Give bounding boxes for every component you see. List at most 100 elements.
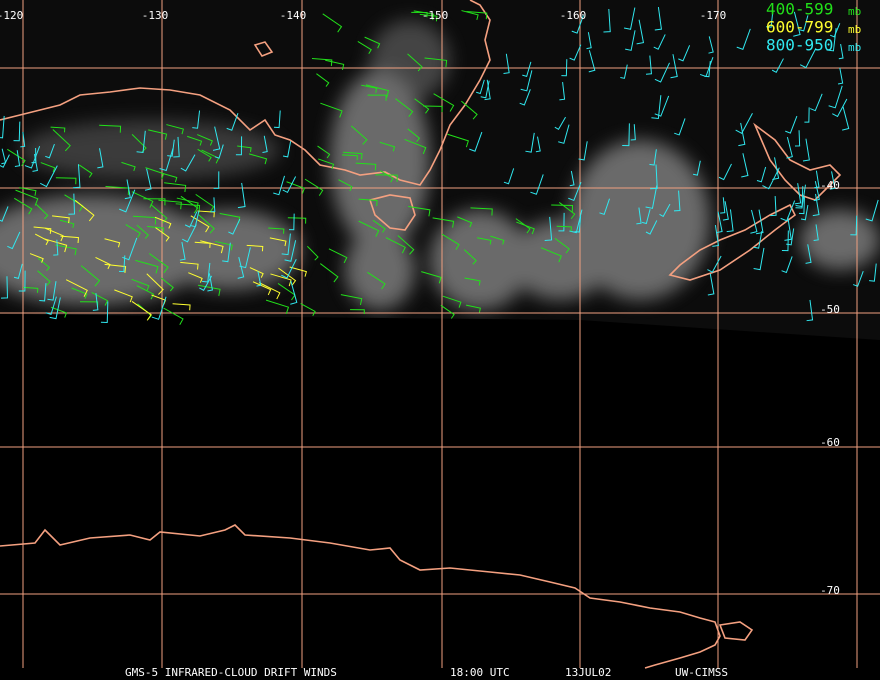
wind-barb (14, 197, 33, 215)
wind-barb (175, 203, 201, 213)
wind-barb (636, 207, 642, 225)
wind-barb (34, 233, 49, 246)
wind-barb (364, 36, 381, 49)
wind-barb (7, 231, 21, 250)
wind-barb (829, 23, 841, 38)
wind-barb (379, 170, 394, 183)
wind-barb (289, 266, 308, 277)
wind-barb (799, 48, 817, 69)
wind-barb (155, 227, 170, 242)
wind-barb (167, 139, 175, 157)
wind-barb (800, 204, 809, 221)
wind-barb (288, 213, 295, 231)
wind-barb (588, 50, 596, 73)
wind-barb (379, 141, 396, 152)
wind-barb (200, 240, 224, 254)
wind-barb (214, 144, 224, 159)
wind-barb (24, 146, 41, 169)
wind-barb (736, 28, 751, 50)
wind-barb (18, 270, 26, 292)
wind-barb (119, 189, 136, 213)
wind-barb (282, 141, 292, 158)
wind-barb (340, 294, 363, 306)
wind-barb (187, 135, 203, 146)
wind-barb (37, 270, 51, 286)
wind-barb (248, 153, 268, 165)
wind-barb (148, 129, 168, 140)
wind-barb (408, 205, 431, 217)
wind-barb (461, 100, 478, 120)
wind-barb (300, 303, 316, 316)
wind-barb (350, 309, 365, 315)
wind-barb (756, 209, 764, 235)
wind-barb (645, 220, 658, 235)
wind-barb (465, 304, 481, 313)
wind-barb (198, 214, 215, 234)
wind-barb (411, 11, 428, 18)
wind-barb (160, 172, 178, 183)
wind-barb (143, 198, 166, 206)
wind-barb (795, 186, 804, 209)
wind-barb (780, 200, 796, 222)
wind-barb (630, 124, 636, 141)
wind-barb (784, 216, 792, 241)
wind-barb (73, 164, 81, 189)
wind-barb (124, 179, 131, 200)
wind-barb (320, 102, 343, 118)
wind-barb (60, 235, 80, 244)
wind-barb (772, 157, 780, 180)
wind-barb (554, 116, 566, 131)
wind-barb (716, 211, 723, 234)
wind-barb (213, 171, 220, 189)
wind-barb (645, 185, 658, 209)
wind-barb (212, 126, 221, 151)
wind-barb (148, 253, 169, 274)
wind-barb (192, 110, 201, 129)
wind-barb (180, 154, 196, 172)
wind-barb (837, 67, 844, 85)
wind-barb (367, 271, 386, 290)
wind-barb (440, 304, 455, 319)
wind-barb (190, 210, 200, 228)
wind-barb (726, 209, 734, 233)
wind-barb (805, 244, 812, 264)
wind-barb (50, 306, 68, 318)
wind-barb (80, 265, 101, 287)
wind-barb (45, 143, 55, 159)
cloud-image (0, 0, 880, 340)
wind-barb (753, 247, 765, 271)
wind-barb (104, 238, 121, 248)
wind-barb (0, 206, 9, 222)
wind-barbs (0, 6, 879, 326)
wind-barb (45, 227, 64, 242)
wind-barb (290, 280, 298, 305)
wind-barb (659, 203, 671, 218)
legend-range: 800-950 (766, 36, 833, 55)
wind-barb (118, 255, 126, 273)
legend-range: 400-599 (766, 0, 833, 19)
wind-barb (210, 197, 216, 213)
wind-barb (678, 45, 691, 62)
footer-text: UW-CIMSS (675, 666, 728, 679)
footer: GMS-5 INFRARED-CLOUD DRIFT WINDS 18:00 UT… (125, 666, 728, 679)
wind-barb (520, 70, 533, 92)
wind-barb (651, 95, 662, 120)
wind-barb (397, 235, 415, 255)
wind-barb (561, 59, 568, 77)
wind-barb (158, 199, 182, 210)
wind-barb (29, 253, 44, 263)
footer-text: GMS-5 INFRARED-CLOUD DRIFT WINDS (125, 666, 337, 679)
wind-barb (599, 198, 610, 216)
wind-barb (146, 273, 164, 295)
longitude-label: -140 (280, 9, 307, 22)
wind-barb (7, 148, 26, 167)
wind-barb (50, 126, 66, 133)
wind-barb (281, 259, 297, 279)
wind-barb (318, 158, 335, 170)
wind-barb (59, 219, 75, 229)
wind-barb (645, 55, 653, 75)
wind-barb (477, 237, 492, 245)
wind-barb (45, 296, 57, 315)
wind-barb (188, 272, 203, 283)
wind-barb (154, 216, 172, 229)
